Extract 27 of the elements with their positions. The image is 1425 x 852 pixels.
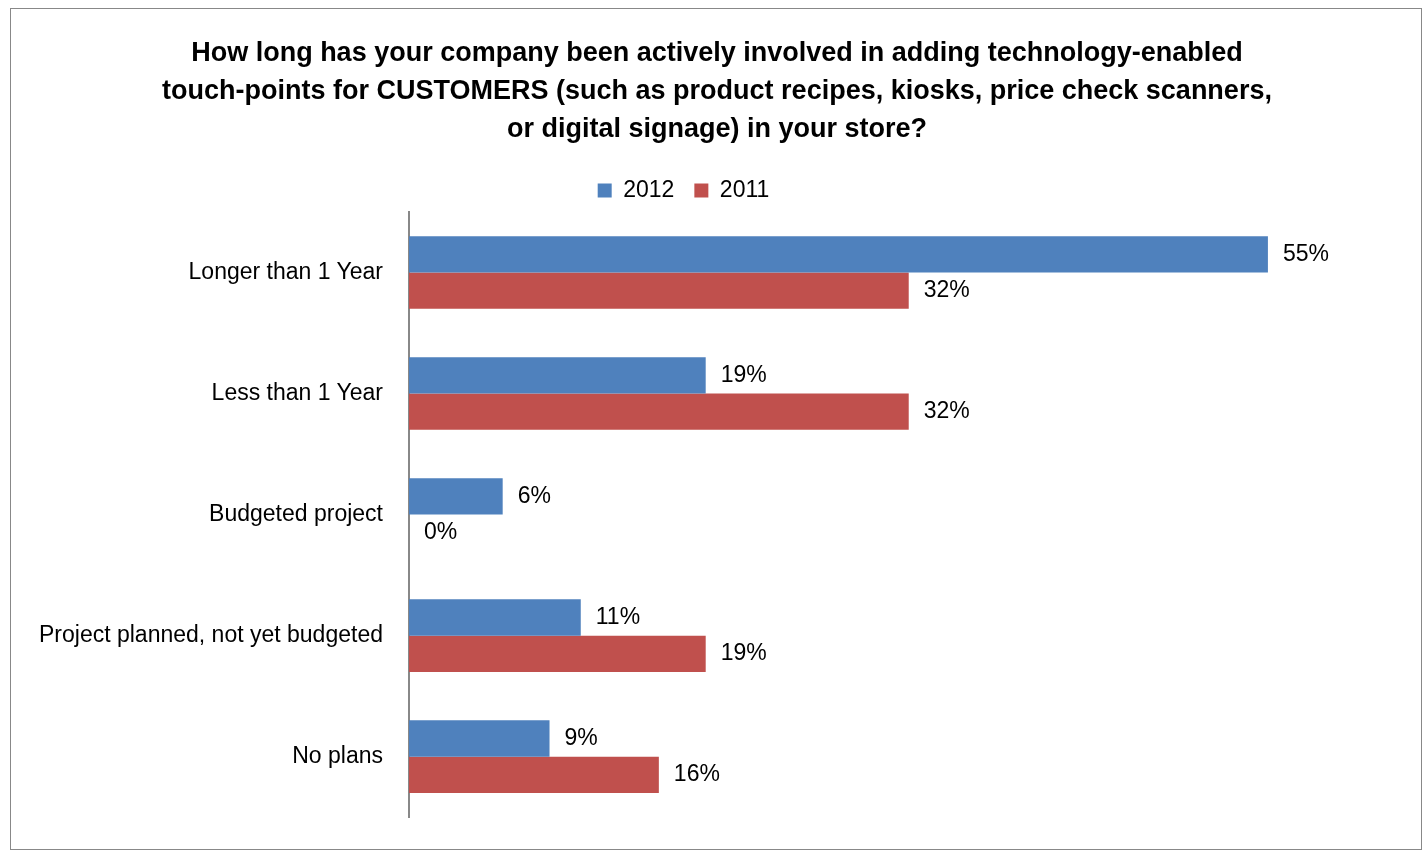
y-tick-label: Longer than 1 Year: [188, 257, 384, 284]
data-label: 9%: [564, 723, 598, 750]
y-tick-label: Project planned, not yet budgeted: [38, 620, 383, 647]
legend-label: 2011: [719, 175, 770, 202]
data-label: 19%: [720, 360, 767, 387]
bar: [408, 599, 581, 636]
bar: [408, 236, 1268, 273]
data-label: 32%: [923, 397, 970, 424]
legend-label: 2012: [623, 175, 675, 202]
data-label: 19%: [720, 639, 767, 666]
data-label: 6%: [517, 481, 551, 508]
bar: [408, 635, 706, 672]
y-tick-label: No plans: [292, 742, 383, 769]
chart-title: How long has your company been actively involved in adding technology-enabled touch-points for CUSTOMERS (such as product recipes, kiosks, price check scanners, or digital signage) in your store?: [161, 36, 1273, 145]
y-tick-label: Budgeted project: [209, 499, 384, 526]
data-label: 55%: [1282, 239, 1329, 266]
bar: [408, 478, 503, 515]
data-label: 16%: [673, 760, 720, 787]
y-tick-label: Less than 1 Year: [211, 378, 384, 405]
data-label: 0%: [423, 518, 458, 545]
data-label: 32%: [923, 276, 970, 303]
bar: [408, 272, 909, 309]
bar: [408, 393, 909, 430]
bar: [408, 357, 706, 394]
data-label: 11%: [595, 602, 641, 629]
bar: [408, 720, 550, 757]
bar: [408, 756, 659, 793]
